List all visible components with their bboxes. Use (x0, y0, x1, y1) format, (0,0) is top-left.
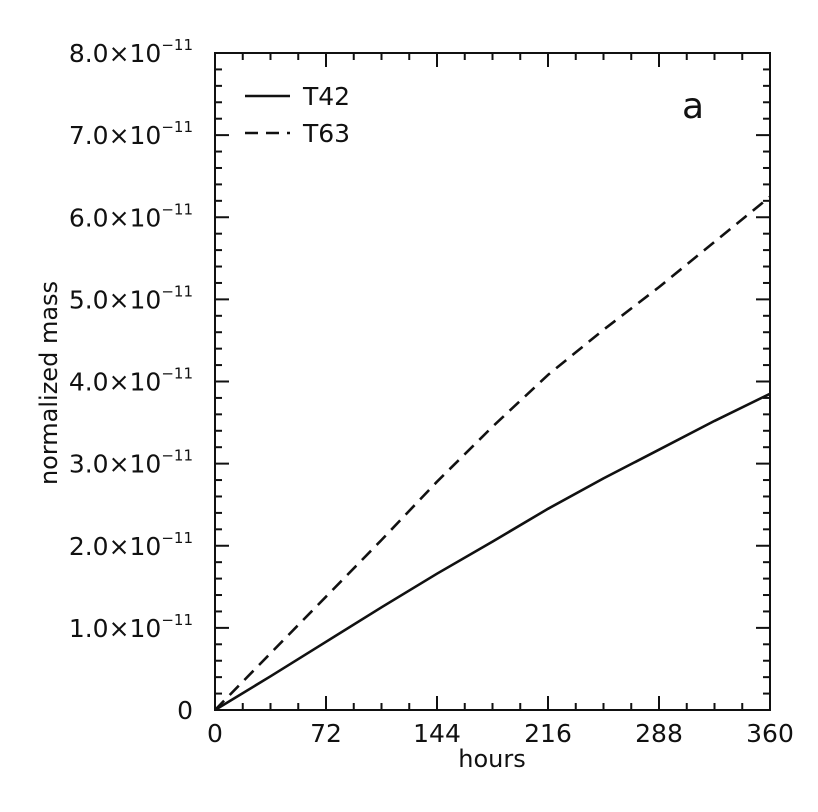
x-tick-label: 360 (746, 719, 794, 748)
y-tick-label: 1.0×10−11 (69, 611, 193, 643)
y-tick-label: 6.0×10−11 (69, 200, 193, 232)
panel-label: a (682, 86, 704, 127)
x-tick-label: 72 (310, 719, 342, 748)
plot-frame (214, 52, 771, 711)
labels-layer: 0 1.0×10−11 2.0×10−11 3.0×10−11 4.0×10−11 5.0… (69, 36, 794, 748)
series-line-t63 (214, 195, 771, 711)
y-tick-label: 3.0×10−11 (69, 447, 193, 479)
legend-label-t42: T42 (302, 82, 350, 111)
legend-label-t63: T63 (302, 119, 350, 148)
x-axis-label: hours (458, 745, 525, 773)
y-tick-label: 0 (177, 696, 193, 725)
y-tick-label: 2.0×10−11 (69, 529, 193, 561)
series-layer (214, 195, 771, 712)
ticks-layer (214, 52, 771, 711)
y-tick-label: 7.0×10−11 (69, 118, 193, 150)
y-axis-label: normalized mass (35, 281, 63, 485)
series-line-t42 (214, 392, 771, 712)
y-tick-label: 8.0×10−11 (69, 36, 193, 68)
x-tick-label: 0 (207, 719, 223, 748)
y-tick-label: 4.0×10−11 (69, 365, 193, 397)
x-tick-label: 288 (635, 719, 683, 748)
x-tick-label: 216 (524, 719, 572, 748)
x-tick-label: 144 (413, 719, 461, 748)
y-tick-label: 5.0×10−11 (69, 282, 193, 314)
